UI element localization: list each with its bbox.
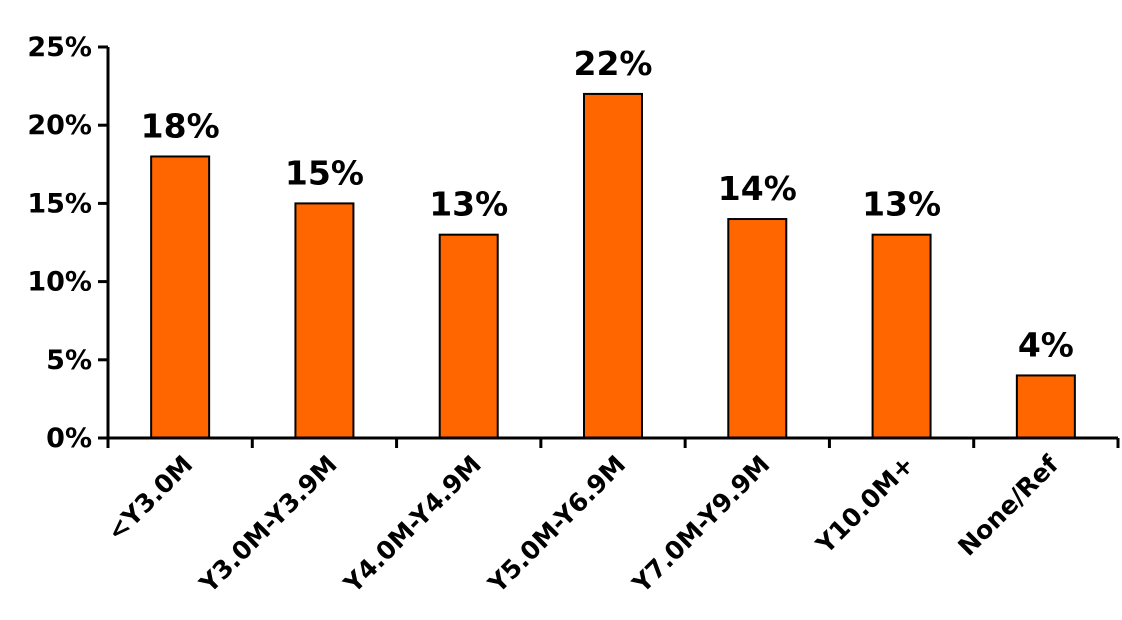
data-label-6: 4% — [1018, 325, 1074, 364]
category-label-4: Y7.0M-Y9.9M — [626, 450, 775, 599]
category-label-5: Y10.0M+ — [810, 450, 920, 560]
category-label-3: Y5.0M-Y6.9M — [482, 450, 631, 599]
data-label-2: 13% — [429, 185, 508, 224]
bar-0 — [150, 155, 211, 439]
y-tick-label-2: 10% — [27, 267, 92, 298]
data-label-5: 13% — [862, 185, 941, 224]
y-tick-label-0: 0% — [46, 423, 92, 454]
axes-layer — [98, 45, 1120, 448]
y-tick-label-5: 25% — [27, 32, 92, 63]
y-tick-label-1: 5% — [46, 345, 92, 376]
category-label-6: None/Ref — [952, 449, 1065, 562]
category-label-2: Y4.0M-Y4.9M — [338, 450, 487, 599]
data-label-4: 14% — [718, 169, 797, 208]
bar-3 — [583, 92, 643, 439]
y-tick-label-3: 15% — [27, 188, 92, 219]
data-label-0: 18% — [141, 106, 220, 145]
bar-5 — [871, 233, 932, 439]
data-label-3: 22% — [574, 44, 653, 83]
data-label-1: 15% — [285, 153, 364, 192]
category-label-0: <Y3.0M — [101, 450, 198, 547]
category-label-1: Y3.0M-Y3.9M — [193, 450, 342, 599]
bar-2 — [438, 233, 499, 439]
bar-4 — [727, 218, 788, 439]
bar-1 — [294, 202, 355, 439]
bars-layer — [150, 92, 1076, 440]
bar-6 — [1015, 374, 1076, 440]
y-tick-label-4: 20% — [27, 110, 92, 141]
